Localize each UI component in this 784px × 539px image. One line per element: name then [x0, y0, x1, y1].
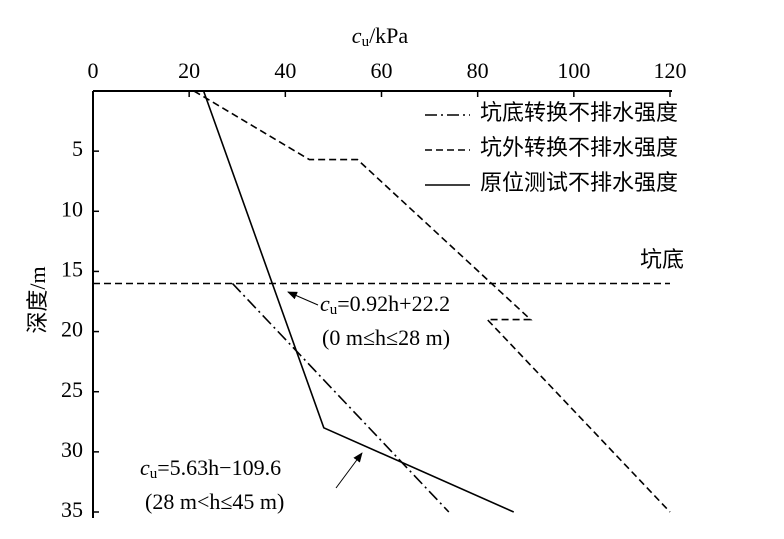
x-tick-label: 120 [654, 58, 687, 83]
x-tick-label: 0 [88, 58, 99, 83]
y-tick-label: 15 [61, 256, 83, 281]
x-tick-label: 40 [274, 58, 296, 83]
y-tick-label: 10 [61, 196, 83, 221]
x-axis-label: cu/kPa [352, 23, 409, 50]
pit-bottom-label: 坑底 [640, 247, 684, 272]
y-tick-label: 25 [61, 377, 83, 402]
y-tick-label: 30 [61, 437, 83, 462]
annotation-range: (0 m≤h≤28 m) [322, 325, 450, 350]
annotation: cu=5.63h−109.6 [140, 455, 281, 482]
annotation-range: (28 m<h≤45 m) [145, 489, 284, 514]
y-axis-label: 深度/m [25, 266, 50, 333]
data-line [231, 282, 450, 513]
legend-label: 坑底转换不排水强度 [480, 100, 678, 125]
data-line [202, 90, 515, 513]
annotation: cu=0.92h+22.2 [320, 291, 450, 318]
x-tick-label: 100 [557, 58, 590, 83]
legend-label: 原位测试不排水强度 [480, 170, 678, 195]
y-tick-label: 35 [61, 497, 83, 522]
annotation-arrow [335, 452, 363, 489]
y-tick-label: 20 [61, 317, 83, 342]
x-tick-label: 60 [371, 58, 393, 83]
y-tick-label: 5 [72, 136, 83, 161]
x-tick-label: 20 [178, 58, 200, 83]
legend-label: 坑外转换不排水强度 [480, 135, 678, 160]
x-tick-label: 80 [467, 58, 489, 83]
annotation-arrow [287, 291, 319, 306]
data-line [193, 90, 671, 513]
